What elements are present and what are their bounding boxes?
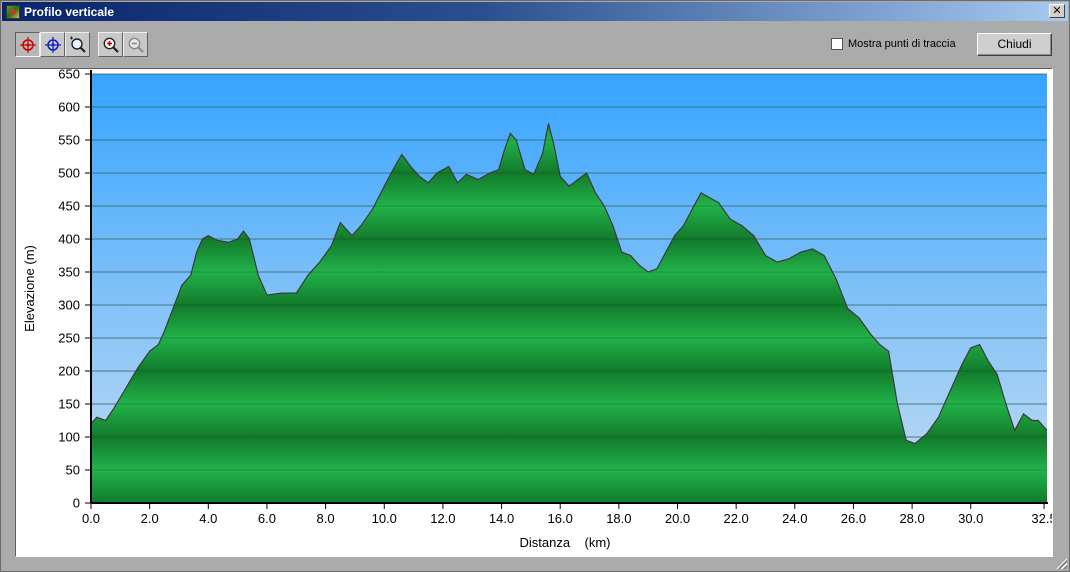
x-tick-label: 28.0: [899, 511, 924, 526]
x-tick-label: 10.0: [372, 511, 397, 526]
toolbar-separator: [90, 32, 98, 58]
x-tick-label: 18.0: [606, 511, 631, 526]
x-tick-labels: 0.0 2.0 4.0 6.0 8.0 10.0 12.0 14.0 16.0 18.0 20.0 2…: [82, 511, 1052, 526]
x-tick-label: 30.0: [958, 511, 983, 526]
close-button[interactable]: Chiudi: [977, 33, 1052, 56]
x-tick-label: 16.0: [548, 511, 573, 526]
y-tick-label: 300: [58, 298, 80, 313]
x-tick-label: 12.0: [430, 511, 455, 526]
x-axis-title: Distanza (km): [519, 535, 610, 550]
y-tick-label: 650: [58, 69, 80, 82]
x-tick-label: 0.0: [82, 511, 100, 526]
elevation-chart-panel: 0 50 100 150 200 250 300 350 400 450 500 550 600 650 …: [15, 68, 1053, 557]
x-tick-label: 26.0: [841, 511, 866, 526]
x-tick-label: 24.0: [782, 511, 807, 526]
toolbar: [15, 32, 148, 58]
title-bar[interactable]: Profilo verticale ✕: [2, 2, 1068, 21]
elevation-area: [91, 123, 1047, 503]
y-tick-label: 0: [73, 496, 80, 511]
y-tick-label: 50: [66, 463, 80, 478]
elevation-line: [90, 123, 1048, 445]
x-tick-label: 8.0: [317, 511, 335, 526]
y-tick-label: 400: [58, 232, 80, 247]
select-point-tool[interactable]: [15, 32, 40, 57]
zoom-out-tool[interactable]: [123, 32, 148, 57]
y-axis-title: Elevazione (m): [22, 245, 37, 332]
x-tick-label: 4.0: [199, 511, 217, 526]
x-tick-label: 22.0: [723, 511, 748, 526]
y-tick-label: 100: [58, 430, 80, 445]
y-tick-label: 150: [58, 397, 80, 412]
window-close-button[interactable]: ✕: [1049, 4, 1065, 18]
resize-grip[interactable]: [1055, 557, 1067, 569]
x-tick-label: 2.0: [141, 511, 159, 526]
zoom-out-icon: [128, 37, 144, 53]
x-tick-label: 14.0: [489, 511, 514, 526]
y-tick-label: 250: [58, 331, 80, 346]
axes: [85, 70, 1048, 509]
grid-overlay: [91, 73, 1047, 471]
x-tick-label: 6.0: [258, 511, 276, 526]
zoom-area-icon: [69, 36, 86, 53]
crosshair-blue-icon: [44, 36, 61, 53]
y-tick-label: 500: [58, 166, 80, 181]
show-track-points-option[interactable]: Mostra punti di traccia: [831, 38, 956, 50]
y-tick-label: 600: [58, 100, 80, 115]
y-tick-label: 350: [58, 265, 80, 280]
select-point-tool-blue[interactable]: [40, 32, 65, 57]
y-tick-label: 550: [58, 133, 80, 148]
x-tick-label: 32.5: [1031, 511, 1052, 526]
y-tick-labels: 0 50 100 150 200 250 300 350 400 450 500 550 600 650: [58, 69, 80, 511]
y-tick-label: 200: [58, 364, 80, 379]
x-tick-label: 20.0: [665, 511, 690, 526]
map-app-icon: [6, 4, 20, 19]
show-track-points-checkbox[interactable]: [831, 38, 843, 50]
elevation-profile-chart[interactable]: 050100150200250300350400450500550600650 …: [16, 69, 1052, 556]
y-tick-label: 450: [58, 199, 80, 214]
show-track-points-label: Mostra punti di traccia: [848, 38, 956, 50]
zoom-in-tool[interactable]: [98, 32, 123, 57]
window-title: Profilo verticale: [24, 4, 115, 19]
crosshair-red-icon: [19, 36, 36, 53]
zoom-in-icon: [103, 37, 119, 53]
zoom-area-tool[interactable]: [65, 32, 90, 57]
